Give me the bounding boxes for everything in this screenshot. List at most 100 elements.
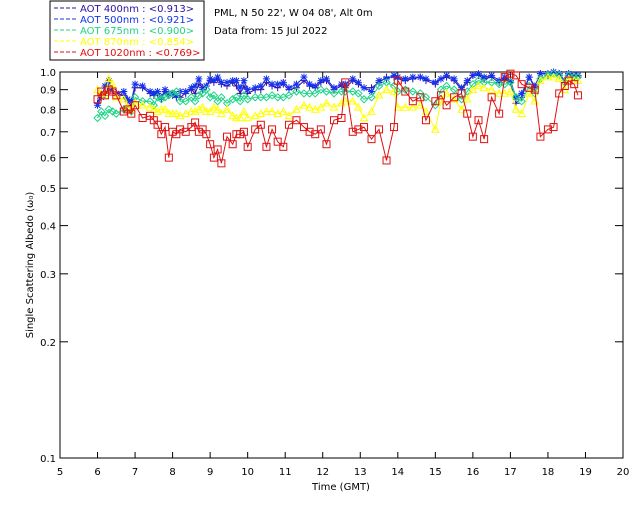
data-point <box>240 77 248 85</box>
data-point <box>474 76 483 85</box>
data-point <box>131 101 140 110</box>
data-point <box>311 89 320 98</box>
data-point <box>190 106 200 115</box>
data-point <box>279 142 288 151</box>
data-point <box>138 114 147 123</box>
y-tick-label: 0.4 <box>40 222 56 233</box>
data-point <box>555 89 564 98</box>
data-point <box>164 91 174 100</box>
data-point <box>153 93 162 102</box>
data-point <box>181 109 191 117</box>
data-point <box>262 106 271 115</box>
data-point <box>239 127 248 136</box>
data-point <box>250 111 260 120</box>
data-point <box>565 70 573 78</box>
data-point <box>322 87 331 96</box>
data-point <box>506 78 515 87</box>
data-point <box>367 93 376 102</box>
data-point <box>474 81 483 90</box>
data-point <box>311 82 319 90</box>
data-point <box>316 85 326 94</box>
data-point <box>94 101 102 109</box>
data-point <box>161 86 169 94</box>
data-point <box>305 102 314 111</box>
data-point <box>222 104 232 113</box>
data-point <box>274 80 282 88</box>
data-point <box>292 116 301 125</box>
y-tick-label: 0.3 <box>40 270 56 281</box>
data-point <box>111 92 121 101</box>
data-point <box>375 125 384 134</box>
data-point <box>436 85 446 94</box>
data-point <box>284 111 294 120</box>
data-point <box>190 97 200 106</box>
data-point <box>382 85 391 93</box>
data-point <box>375 77 383 85</box>
data-point <box>390 123 399 132</box>
data-point <box>243 113 253 122</box>
data-point <box>401 87 410 96</box>
data-point <box>506 77 514 85</box>
data-point <box>430 124 440 133</box>
data-point <box>322 140 331 149</box>
data-point <box>130 93 140 102</box>
data-point <box>337 87 346 96</box>
data-point <box>550 68 558 76</box>
data-point <box>487 85 496 93</box>
data-point <box>480 73 488 81</box>
data-point <box>299 100 309 109</box>
data-point <box>299 89 309 98</box>
data-point <box>354 102 363 111</box>
data-point <box>374 81 384 91</box>
data-point <box>164 153 173 162</box>
data-point <box>228 140 237 149</box>
data-point <box>202 130 211 139</box>
data-point <box>450 93 459 102</box>
data-point <box>93 95 102 104</box>
data-point <box>161 123 170 132</box>
data-point <box>506 69 515 78</box>
data-point <box>284 91 294 100</box>
x-tick-label: 7 <box>132 467 138 478</box>
data-point <box>198 102 207 111</box>
data-point <box>138 97 147 106</box>
data-point <box>348 96 358 105</box>
data-point <box>112 109 121 118</box>
legend-entry: AOT 870nm : <0.854> <box>80 37 194 48</box>
x-tick-label: 15 <box>429 467 442 478</box>
data-point <box>243 142 252 151</box>
data-point <box>431 78 439 86</box>
series-line <box>97 73 579 164</box>
data-point <box>153 120 162 129</box>
x-tick-label: 12 <box>316 467 329 478</box>
data-point <box>306 80 314 88</box>
legend-entry: AOT 500nm : <0.921> <box>80 15 194 26</box>
data-point <box>457 95 466 104</box>
legend-entry: AOT 1020nm : <0.769> <box>80 48 200 59</box>
data-point <box>146 88 154 96</box>
data-point <box>217 159 226 168</box>
data-point <box>311 130 320 139</box>
data-point <box>462 94 472 103</box>
data-point <box>194 104 204 113</box>
x-tick-label: 10 <box>241 467 254 478</box>
data-point <box>119 94 129 103</box>
data-point <box>367 106 376 115</box>
data-point <box>316 102 326 111</box>
data-point <box>120 88 128 96</box>
data-point <box>228 95 237 104</box>
data-point <box>337 114 346 123</box>
data-point <box>368 88 376 96</box>
data-point <box>463 77 471 85</box>
series-aot-1020nm <box>93 69 582 168</box>
data-point <box>262 75 270 83</box>
data-point <box>474 70 482 78</box>
data-point <box>217 78 225 86</box>
data-point <box>573 91 582 100</box>
data-point <box>316 125 325 134</box>
data-point <box>536 70 544 78</box>
data-point <box>354 89 363 98</box>
data-point <box>408 97 417 106</box>
date-info: Data from: 15 Jul 2022 <box>214 26 327 37</box>
